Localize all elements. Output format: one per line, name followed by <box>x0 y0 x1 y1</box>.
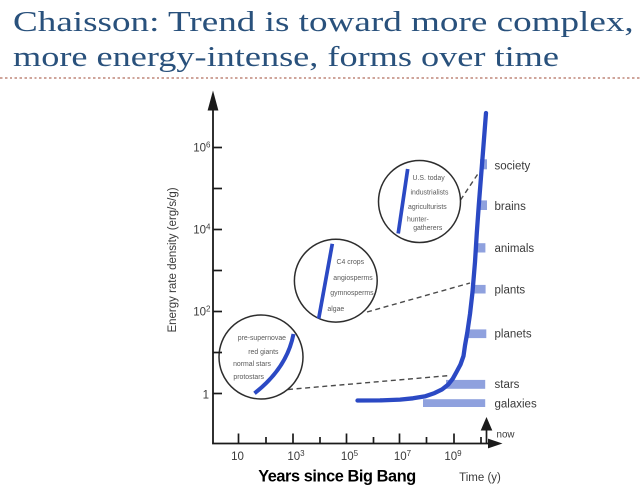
svg-text:1: 1 <box>203 390 209 402</box>
svg-text:angiosperms: angiosperms <box>333 275 373 282</box>
svg-text:galaxies: galaxies <box>495 399 537 411</box>
svg-text:plants: plants <box>495 285 526 297</box>
svg-text:normal stars: normal stars <box>233 361 271 368</box>
svg-text:gatherers: gatherers <box>413 225 443 232</box>
svg-text:animals: animals <box>495 243 535 255</box>
svg-text:105: 105 <box>341 449 359 463</box>
svg-text:Energy rate density (erg/s/g): Energy rate density (erg/s/g) <box>167 187 179 332</box>
svg-text:107: 107 <box>394 449 412 463</box>
svg-text:brains: brains <box>495 201 527 213</box>
svg-text:red giants: red giants <box>248 349 279 356</box>
svg-text:now: now <box>497 429 516 440</box>
svg-text:gymnosperms: gymnosperms <box>330 290 374 297</box>
svg-text:stars: stars <box>495 379 520 391</box>
svg-text:U.S. today: U.S. today <box>413 175 446 182</box>
svg-text:hunter-: hunter- <box>407 217 429 224</box>
svg-text:industrialists: industrialists <box>411 190 449 197</box>
svg-text:109: 109 <box>444 449 462 463</box>
svg-text:103: 103 <box>287 449 305 463</box>
svg-text:10: 10 <box>231 451 244 463</box>
svg-text:planets: planets <box>495 329 532 341</box>
svg-text:Time (y): Time (y) <box>459 472 501 484</box>
svg-text:C4 crops: C4 crops <box>337 259 365 266</box>
svg-text:pre-supernovae: pre-supernovae <box>238 335 286 342</box>
svg-text:104: 104 <box>193 223 211 237</box>
svg-text:society: society <box>495 161 531 173</box>
svg-text:Years since Big Bang: Years since Big Bang <box>258 468 416 486</box>
svg-text:agriculturists: agriculturists <box>408 204 447 211</box>
svg-text:protostars: protostars <box>233 374 264 381</box>
svg-text:102: 102 <box>193 305 211 319</box>
svg-text:106: 106 <box>193 141 211 155</box>
svg-text:algae: algae <box>327 306 344 313</box>
